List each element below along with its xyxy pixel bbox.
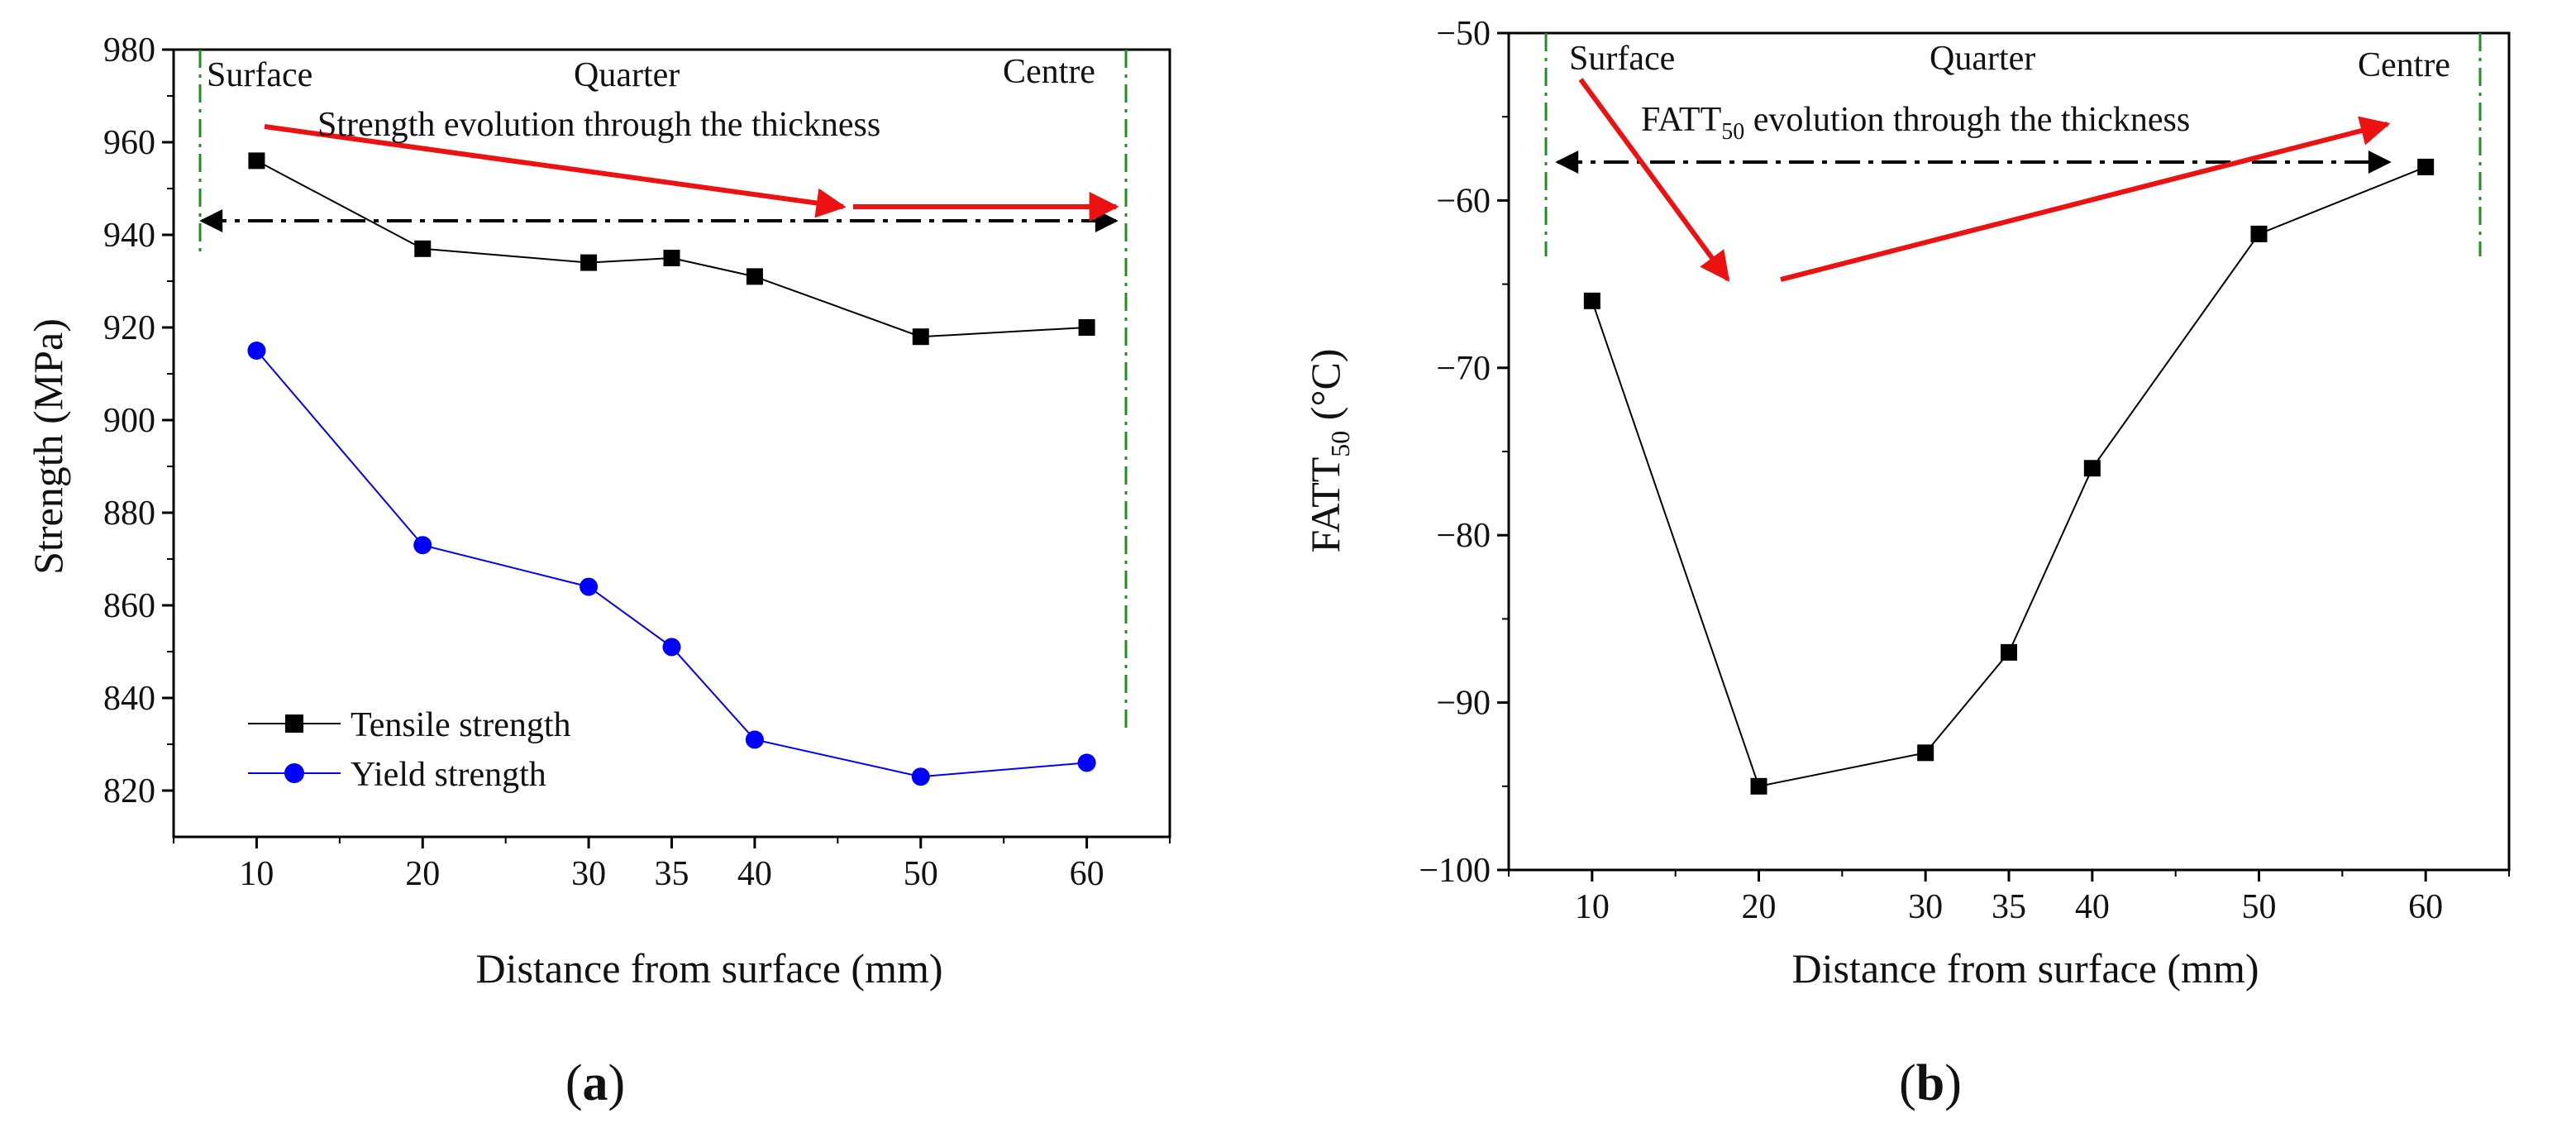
y-tick-label: −90 (1436, 685, 1491, 723)
panel-a-x-axis: 10 20 30 35 40 50 60 (173, 837, 1171, 893)
y-tick-label: 980 (103, 31, 155, 69)
x-tick-label: 20 (1742, 888, 1777, 926)
x-tick-label: 35 (655, 855, 689, 893)
panel-a-surface-label: Surface (207, 56, 312, 94)
data-point-fatt50 (2250, 225, 2268, 242)
data-point-yield-strength (662, 638, 681, 657)
x-tick-label: 60 (1070, 855, 1104, 893)
panel-b-x-axis-label: Distance from surface (mm) (1791, 945, 2259, 992)
data-point-fatt50 (1750, 777, 1767, 795)
x-tick-label: 50 (904, 855, 938, 893)
data-point-yield-strength (1077, 753, 1096, 772)
panel-a-red-arrow-descending (264, 124, 847, 218)
y-tick-label: 880 (103, 495, 155, 533)
series-line-tensile-strength (255, 160, 1087, 338)
data-point-tensile-strength (248, 152, 265, 170)
legend-tensile-label: Tensile strength (351, 706, 571, 744)
data-point-fatt50 (1917, 744, 1934, 762)
y-tick-label: −80 (1436, 517, 1491, 555)
x-tick-label: 60 (2408, 888, 2443, 926)
data-point-tensile-strength (912, 328, 929, 346)
x-tick-label: 40 (737, 855, 772, 893)
data-point-tensile-strength (663, 250, 680, 266)
panel-a-strength-chart: 820 840 860 880 900 920 940 960 980 10 20 30 35 40 50… (25, 31, 1171, 1111)
data-point-tensile-strength (746, 268, 763, 285)
panel-b-series (1583, 158, 2435, 795)
panel-a-legend: Tensile strength Yield strength (248, 706, 571, 794)
panel-b-y-axis-label: FATT50 (°C) (1302, 349, 1355, 553)
x-tick-label: 10 (239, 855, 274, 893)
data-point-tensile-strength (1078, 319, 1095, 336)
panel-b-quarter-label: Quarter (1930, 40, 2035, 78)
x-tick-label: 40 (2075, 888, 2110, 926)
y-tick-label: −60 (1436, 182, 1491, 220)
panel-b-y-axis: −100 −90 −80 −70 −60 −50 (1419, 15, 1509, 890)
y-tick-label: 820 (103, 772, 155, 810)
panel-a-y-axis: 820 840 860 880 900 920 940 960 980 (103, 31, 174, 810)
panel-a-y-axis-label: Strength (MPa) (25, 318, 71, 575)
panel-a-quarter-label: Quarter (574, 56, 680, 94)
panel-a-plot-frame (172, 48, 1171, 839)
y-tick-label: 920 (103, 309, 155, 347)
data-point-yield-strength (580, 577, 599, 596)
y-tick-label: −50 (1436, 15, 1491, 53)
y-tick-label: −100 (1419, 852, 1491, 890)
x-tick-label: 50 (2242, 888, 2277, 926)
y-tick-label: −70 (1436, 350, 1491, 388)
y-tick-label: 900 (103, 402, 155, 440)
data-point-yield-strength (413, 536, 432, 555)
y-tick-label: 860 (103, 587, 155, 625)
panel-a-evolution-label: Strength evolution through the thickness (317, 106, 880, 144)
panel-a-tag: (a) (565, 1055, 625, 1111)
y-tick-label: 960 (103, 124, 155, 162)
panel-b-centre-label: Centre (2358, 46, 2450, 84)
panel-b-red-arrow-down (1578, 78, 1730, 282)
x-tick-label: 35 (1992, 888, 2026, 926)
legend-yield-label: Yield strength (351, 756, 546, 794)
x-tick-label: 30 (1908, 888, 1943, 926)
x-tick-label: 30 (571, 855, 606, 893)
panel-b-fatt-chart: −100 −90 −80 −70 −60 −50 10 20 30 35 40 50 60 Surfa… (1302, 15, 2511, 1111)
x-tick-label: 10 (1575, 888, 1610, 926)
data-point-fatt50 (1583, 292, 1600, 309)
y-tick-label: 840 (103, 680, 155, 718)
data-point-yield-strength (911, 767, 930, 786)
data-point-fatt50 (2083, 460, 2101, 477)
panel-b-tag: (b) (1899, 1055, 1962, 1111)
data-point-tensile-strength (580, 254, 598, 271)
panel-b-x-axis: 10 20 30 35 40 50 60 (1508, 870, 2510, 926)
data-point-fatt50 (2417, 158, 2435, 175)
data-point-yield-strength (247, 342, 266, 360)
legend-yield-marker (284, 763, 304, 783)
panel-b-evolution-label: FATT50 evolution through the thickness (1641, 101, 2190, 145)
panel-a-centre-label: Centre (1003, 53, 1095, 91)
series-line-fatt50 (1591, 165, 2426, 787)
data-point-yield-strength (745, 730, 764, 749)
panel-b-plot-frame (1507, 31, 2511, 872)
panel-a-series (247, 152, 1096, 786)
data-point-tensile-strength (414, 240, 432, 257)
panel-a-x-axis-label: Distance from surface (mm) (475, 945, 942, 992)
panel-b-surface-label: Surface (1569, 40, 1675, 78)
x-tick-label: 20 (405, 855, 440, 893)
legend-tensile-marker (285, 714, 303, 733)
y-tick-label: 940 (103, 217, 155, 255)
panel-b-red-arrow-up (1780, 116, 2391, 282)
data-point-fatt50 (2001, 643, 2017, 661)
